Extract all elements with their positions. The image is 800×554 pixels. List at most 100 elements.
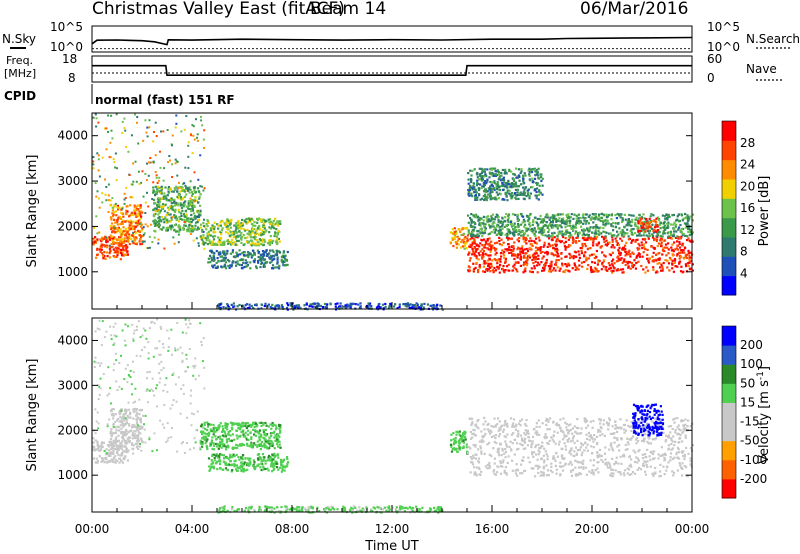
power-cell xyxy=(191,230,195,233)
power-cell xyxy=(537,257,540,260)
power-cell xyxy=(691,263,694,266)
power-cell xyxy=(174,208,177,211)
power-cell xyxy=(484,180,487,183)
power-cell xyxy=(496,232,499,236)
power-cell xyxy=(495,213,498,216)
power-cell xyxy=(671,267,674,270)
power-cell xyxy=(528,197,531,200)
power-cell xyxy=(507,220,510,223)
power-cell xyxy=(217,227,220,230)
power-cell xyxy=(274,266,277,269)
power-cell xyxy=(155,207,158,211)
power-cell xyxy=(583,255,586,258)
power-cell xyxy=(417,306,421,309)
power-cell xyxy=(483,195,486,198)
power-cell xyxy=(169,187,172,190)
velocity-cell xyxy=(218,456,221,459)
power-cell xyxy=(655,235,658,238)
power-cell xyxy=(610,260,614,263)
power-cell xyxy=(166,211,169,214)
power-cell xyxy=(539,229,542,232)
velocity-cell xyxy=(264,444,267,447)
power-cell xyxy=(163,210,166,213)
power-cell xyxy=(276,261,279,264)
power-cell xyxy=(533,168,537,171)
power-cell xyxy=(590,216,594,219)
power-cell xyxy=(680,255,683,258)
colorbar-swatch xyxy=(722,275,736,296)
power-cell xyxy=(631,251,634,254)
power-cell xyxy=(575,214,578,217)
power-cell xyxy=(506,186,509,189)
power-cell xyxy=(271,264,275,267)
power-cell xyxy=(237,239,240,242)
power-cell xyxy=(137,212,140,215)
velocity-cell xyxy=(122,424,125,427)
power-cell xyxy=(579,220,582,223)
velocity-cell xyxy=(237,426,240,429)
power-cell xyxy=(276,223,279,226)
power-cell xyxy=(108,238,111,241)
power-cell xyxy=(635,261,638,265)
power-cell xyxy=(506,248,509,251)
power-cell xyxy=(666,217,669,220)
power-cell xyxy=(157,217,160,220)
power-cell xyxy=(599,226,602,229)
power-cell xyxy=(680,213,683,216)
power-cell xyxy=(110,235,113,238)
power-cell xyxy=(171,216,174,219)
power-cell xyxy=(590,270,593,274)
nsky-tick-top: 10^5 xyxy=(50,20,83,34)
power-cell xyxy=(176,197,180,200)
power-cell xyxy=(627,260,630,263)
power-cell xyxy=(161,203,165,206)
power-cell xyxy=(173,187,176,190)
power-cell xyxy=(577,268,580,271)
power-cell xyxy=(595,237,598,240)
power-cell xyxy=(458,228,461,231)
velocity-cell xyxy=(139,409,142,412)
power-cell xyxy=(623,234,626,237)
velocity-cell xyxy=(249,431,252,435)
power-cell xyxy=(118,231,121,234)
power-cell xyxy=(513,222,516,225)
power-cell xyxy=(113,256,117,259)
power-cell xyxy=(452,232,455,236)
power-cell xyxy=(335,307,338,310)
power-cell xyxy=(644,223,647,226)
power-cell xyxy=(262,238,265,241)
power-cell xyxy=(538,184,541,187)
velocity-cell xyxy=(221,438,224,441)
power-cell xyxy=(280,255,283,258)
power-cell xyxy=(473,267,476,271)
velocity-cell xyxy=(127,408,130,411)
power-cell xyxy=(569,224,572,227)
power-cell xyxy=(262,222,265,225)
power-cell xyxy=(656,262,659,265)
power-cell xyxy=(564,237,567,240)
power-cell xyxy=(123,117,126,120)
power-cell xyxy=(113,226,115,229)
power-cell xyxy=(496,169,499,172)
power-cell xyxy=(141,240,144,243)
power-cell xyxy=(135,220,138,223)
power-cell xyxy=(141,242,144,246)
colorbar-swatch xyxy=(722,256,736,277)
velocity-cell xyxy=(138,439,141,442)
power-cell xyxy=(212,259,215,262)
power-cell xyxy=(171,205,174,208)
power-cell xyxy=(524,186,528,189)
power-cell xyxy=(538,177,541,180)
power-cell xyxy=(513,263,516,266)
power-cell xyxy=(152,161,155,164)
power-cell xyxy=(213,225,216,228)
velocity-cell xyxy=(223,443,226,446)
power-cell xyxy=(196,187,200,190)
power-cell xyxy=(508,246,511,249)
power-cell xyxy=(598,217,601,220)
velocity-cell xyxy=(258,429,262,432)
power-cell xyxy=(131,225,134,228)
power-cell xyxy=(509,193,512,196)
power-cell xyxy=(517,168,520,171)
power-cell xyxy=(666,266,669,269)
